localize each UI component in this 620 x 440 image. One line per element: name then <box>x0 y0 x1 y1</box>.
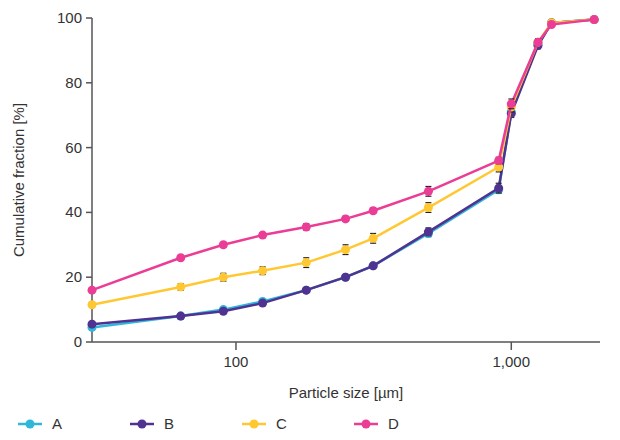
series <box>88 15 599 309</box>
data-point <box>302 222 311 231</box>
data-point <box>369 261 378 270</box>
y-tick-label: 40 <box>65 203 82 220</box>
x-tick <box>511 342 513 350</box>
data-point <box>341 245 350 254</box>
series <box>88 15 599 329</box>
x-tick-label: 1,000 <box>493 353 531 370</box>
data-point <box>258 299 267 308</box>
y-axis-title: Cumulative fraction [%] <box>10 103 27 257</box>
y-tick <box>86 147 92 149</box>
legend-label: B <box>164 415 174 432</box>
data-point <box>88 320 97 329</box>
y-tick-label: 100 <box>57 9 82 26</box>
data-point <box>302 258 311 267</box>
data-point <box>424 203 433 212</box>
data-point <box>341 273 350 282</box>
data-point <box>590 15 599 24</box>
y-tick <box>86 212 92 214</box>
legend: A B C D <box>18 415 399 432</box>
data-point <box>590 15 599 24</box>
series-line <box>92 20 594 328</box>
x-axis <box>92 341 600 343</box>
y-tick-label: 0 <box>74 333 82 350</box>
data-point <box>88 300 97 309</box>
x-tick <box>235 342 237 350</box>
data-point <box>176 253 185 262</box>
data-point <box>507 99 516 108</box>
data-point <box>369 206 378 215</box>
data-point <box>590 15 599 24</box>
legend-marker <box>26 420 35 429</box>
data-point <box>176 282 185 291</box>
series-line <box>92 20 594 291</box>
data-point <box>219 307 228 316</box>
legend-marker <box>138 420 147 429</box>
data-point <box>176 312 185 321</box>
data-point <box>258 266 267 275</box>
legend-label: A <box>52 415 62 432</box>
y-tick-label: 20 <box>65 268 82 285</box>
data-point <box>424 227 433 236</box>
y-tick-label: 60 <box>65 139 82 156</box>
data-point <box>547 20 556 29</box>
data-point <box>341 214 350 223</box>
data-point <box>302 286 311 295</box>
data-point <box>88 286 97 295</box>
data-point <box>302 286 311 295</box>
data-point <box>258 231 267 240</box>
data-point <box>590 15 599 24</box>
data-point <box>533 38 542 47</box>
y-tick <box>86 17 92 19</box>
series <box>88 15 599 332</box>
series-line <box>92 20 594 325</box>
legend-label: C <box>276 415 287 432</box>
data-point <box>369 234 378 243</box>
data-point <box>494 184 503 193</box>
legend-marker <box>250 420 259 429</box>
data-point <box>424 187 433 196</box>
legend-label: D <box>388 415 399 432</box>
data-point <box>219 240 228 249</box>
legend-marker <box>362 420 371 429</box>
x-tick-label: 100 <box>223 353 248 370</box>
y-tick <box>86 276 92 278</box>
data-point <box>341 273 350 282</box>
series <box>88 15 599 295</box>
chart: 0 20 40 60 80 100 100 1,000 Particle size [µm] Cu… <box>0 0 620 440</box>
y-tick-label: 80 <box>65 74 82 91</box>
data-point <box>369 261 378 270</box>
x-axis-title: Particle size [µm] <box>289 384 404 401</box>
series-line <box>92 20 594 305</box>
data-point <box>176 312 185 321</box>
y-tick <box>86 341 92 343</box>
data-point <box>494 156 503 165</box>
y-tick <box>86 82 92 84</box>
data-point <box>533 38 542 47</box>
data-point <box>219 273 228 282</box>
plot-marks <box>88 15 599 332</box>
